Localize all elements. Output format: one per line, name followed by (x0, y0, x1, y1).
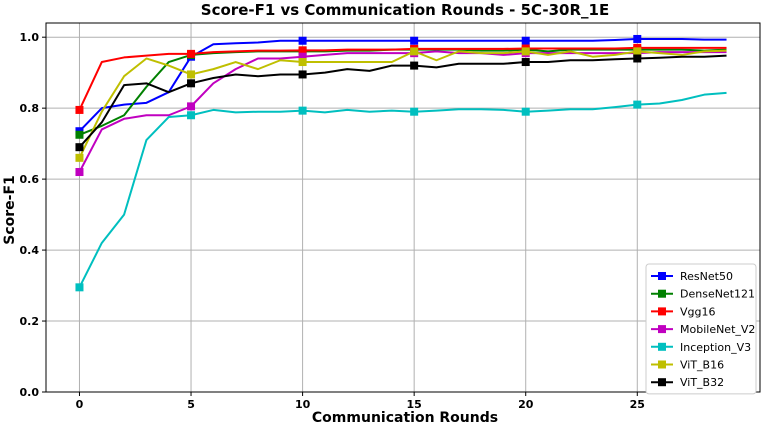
data-point-marker (187, 70, 196, 79)
x-tick-label: 5 (187, 398, 195, 411)
data-point-marker (298, 46, 307, 55)
data-point-marker (410, 107, 419, 116)
data-point-marker (633, 47, 642, 56)
x-tick-label: 15 (407, 398, 422, 411)
legend-label: ResNet50 (680, 270, 733, 283)
y-tick-label: 0.4 (20, 244, 40, 257)
data-point-marker (298, 52, 307, 61)
legend-swatch-marker (658, 342, 666, 351)
series-line-inception-v3 (78, 91, 727, 288)
legend-label: ViT_B32 (680, 376, 724, 389)
legend-swatch-marker (658, 272, 666, 280)
legend-item: ViT_B16 (651, 359, 724, 372)
data-point-marker (521, 58, 530, 67)
data-point-marker (75, 105, 84, 114)
data-point-marker (298, 36, 307, 45)
data-point-marker (633, 34, 642, 43)
legend-swatch-marker (658, 325, 666, 334)
data-point-marker (187, 79, 196, 88)
y-tick-label: 0.2 (20, 315, 40, 328)
legend-swatch-marker (658, 378, 666, 387)
data-point-marker (633, 100, 642, 109)
chart-title: Score-F1 vs Communication Rounds - 5C-30… (201, 1, 609, 19)
legend-item: ResNet50 (651, 270, 733, 283)
y-tick-label: 0.0 (20, 386, 40, 399)
data-point-marker (521, 36, 530, 45)
y-tick-label: 0.8 (20, 102, 40, 115)
data-point-marker (75, 143, 84, 152)
legend-item: ViT_B32 (651, 376, 724, 389)
legend-item: MobileNet_V2 (651, 323, 755, 336)
legend: ResNet50 DenseNet121 Vgg16 MobileNet_V2 Ince… (645, 263, 757, 395)
x-tick-label: 0 (76, 398, 84, 411)
data-point-marker (75, 168, 84, 177)
legend-label: DenseNet121 (680, 288, 755, 301)
y-tick-label: 0.6 (20, 173, 40, 186)
x-tick-label: 20 (518, 398, 534, 411)
legend-swatch-marker (658, 360, 666, 369)
legend-box (645, 263, 757, 395)
series-line-densenet121 (79, 48, 727, 136)
data-point-marker (521, 107, 530, 116)
legend-label: MobileNet_V2 (680, 323, 755, 336)
y-axis-label: Score-F1 (2, 175, 18, 245)
legend-item: Vgg16 (651, 305, 716, 318)
legend-swatch-marker (658, 289, 666, 298)
series-line-resnet50 (78, 37, 727, 132)
x-tick-label: 10 (295, 398, 311, 411)
data-point-marker (521, 47, 530, 56)
y-tick-label: 1.0 (20, 31, 40, 44)
data-point-marker (75, 130, 84, 139)
y-axis-ticks: 0.0 0.2 0.4 0.6 0.8 1.0 (20, 31, 46, 399)
data-point-marker (75, 153, 84, 162)
series-lines (75, 34, 727, 292)
series-vit-b32 (75, 54, 727, 152)
data-point-marker (187, 49, 196, 58)
legend-swatch-marker (658, 307, 666, 316)
data-point-marker (298, 70, 307, 79)
series-vit-b16 (75, 47, 727, 162)
legend-label: ViT_B16 (680, 359, 724, 372)
plot-frame (45, 22, 761, 393)
data-point-marker (633, 54, 642, 63)
series-vgg16 (75, 43, 727, 114)
data-point-marker (187, 111, 196, 120)
data-point-marker (75, 283, 84, 292)
data-point-marker (410, 47, 419, 56)
x-tick-label: 25 (630, 398, 645, 411)
legend-items: ResNet50 DenseNet121 Vgg16 MobileNet_V2 Ince… (651, 270, 755, 389)
series-inception-v3 (75, 91, 727, 292)
data-point-marker (298, 58, 307, 67)
data-point-marker (187, 102, 196, 111)
x-axis-ticks: 0 5 10 15 20 25 (76, 392, 645, 411)
legend-label: Vgg16 (680, 305, 716, 318)
data-point-marker (410, 36, 419, 45)
legend-item: DenseNet121 (651, 288, 755, 301)
data-point-marker (298, 106, 307, 115)
series-line-vit-b16 (78, 49, 727, 159)
legend-item: Inception_V3 (651, 341, 751, 354)
x-axis-label: Communication Rounds (312, 410, 498, 426)
legend-label: Inception_V3 (680, 341, 751, 354)
data-point-marker (410, 61, 419, 70)
